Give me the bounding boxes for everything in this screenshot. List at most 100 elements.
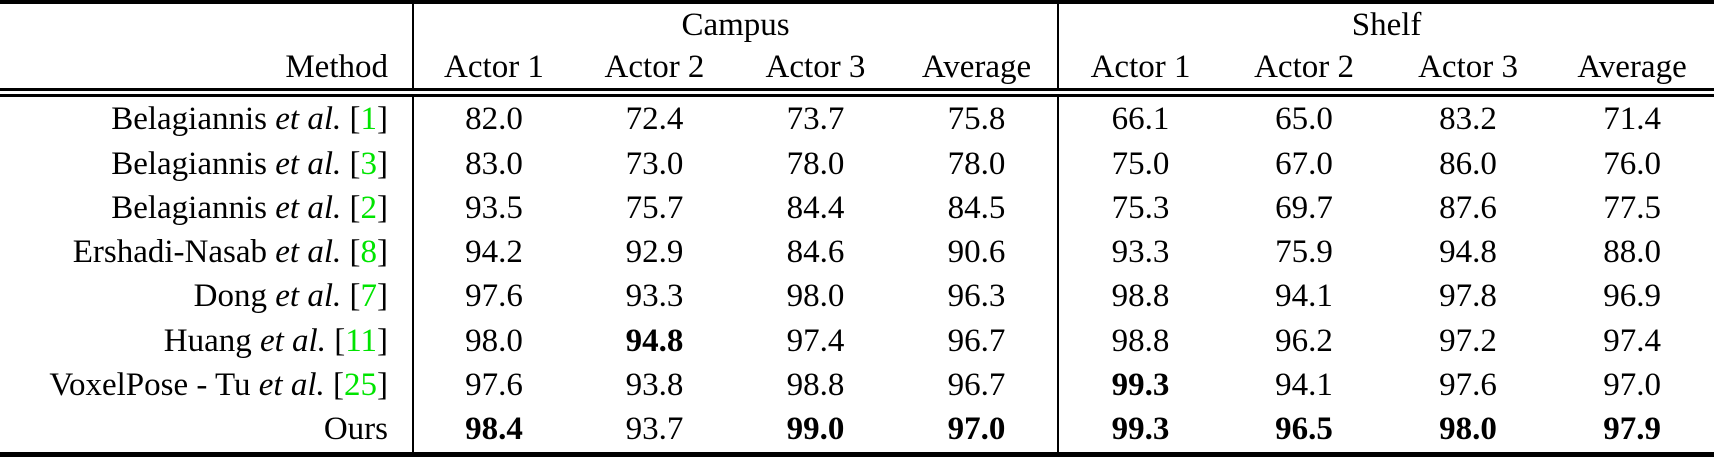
metric-cell: 98.8 xyxy=(1111,322,1170,359)
header-group-spacer xyxy=(0,0,414,46)
method-cell: Belagiannis et al. [1] xyxy=(0,92,414,142)
citation-bracket-close: ] xyxy=(377,234,388,271)
header-group-row: Campus Shelf xyxy=(0,0,1714,46)
metric-cell: 78.0 xyxy=(896,141,1060,186)
method-cell: Belagiannis et al. [3] xyxy=(0,141,414,186)
citation-bracket-open: [ xyxy=(341,278,361,315)
metric-cell: 75.8 xyxy=(896,92,1060,142)
metric-cell: 98.0 xyxy=(1386,407,1551,458)
metric-cell: 67.0 xyxy=(1275,145,1333,182)
table-row: VoxelPose - Tu et al. [25] 97.6 93.8 98.… xyxy=(0,362,1714,408)
method-cell: VoxelPose - Tu et al. [25] xyxy=(0,362,414,408)
table-row: Huang et al. [11] 98.0 94.8 97.4 96.7 98… xyxy=(0,318,1714,363)
etal-text: et al. xyxy=(275,278,342,315)
table-row: Belagiannis et al. [1] 82.0 72.4 73.7 75… xyxy=(0,92,1714,142)
metric-cell: 75.3 xyxy=(1111,189,1170,226)
metric-cell: 97.0 xyxy=(1603,366,1661,403)
etal-text: et al. xyxy=(259,322,326,359)
header-campus-actor2: Actor 2 xyxy=(574,46,735,97)
table-row: Dong et al. [7] 97.6 93.3 98.0 96.3 98.8… xyxy=(0,274,1714,319)
citation-link[interactable]: 7 xyxy=(360,278,378,315)
metric-cell: 97.8 xyxy=(1439,278,1497,315)
citation-link[interactable]: 3 xyxy=(360,145,378,182)
metric-cell: 99.3 xyxy=(1058,407,1223,458)
metric-cell: 75.0 xyxy=(1111,145,1170,182)
header-group-shelf: Shelf xyxy=(1058,0,1714,46)
metric-cell: 97.4 xyxy=(1603,322,1661,359)
metric-cell: 94.8 xyxy=(1439,234,1497,271)
metric-cell: 86.0 xyxy=(1439,145,1497,182)
citation-bracket-close: ] xyxy=(377,366,388,403)
header-shelf-actor2: Actor 2 xyxy=(1222,46,1387,97)
citation-bracket-open: [ xyxy=(341,100,361,137)
header-shelf-actor1: Actor 1 xyxy=(1058,46,1223,97)
metric-cell: 97.6 xyxy=(1439,366,1497,403)
citation-bracket-close: ] xyxy=(377,278,388,315)
metric-cell: 98.8 xyxy=(786,366,845,403)
citation-bracket-open: [ xyxy=(341,189,361,226)
citation-link[interactable]: 2 xyxy=(360,189,378,226)
metric-cell: 99.0 xyxy=(735,407,896,458)
header-shelf-actor3: Actor 3 xyxy=(1386,46,1551,97)
citation-bracket-open: [ xyxy=(324,366,344,403)
header-campus-average: Average xyxy=(896,46,1060,97)
method-name: Ours xyxy=(323,411,388,448)
metric-cell: 98.0 xyxy=(465,322,523,359)
citation-link[interactable]: 8 xyxy=(360,234,378,271)
method-cell: Dong et al. [7] xyxy=(0,274,414,319)
metric-cell: 97.2 xyxy=(1439,322,1497,359)
citation-link[interactable]: 25 xyxy=(344,366,377,403)
metric-cell: 97.0 xyxy=(896,407,1060,458)
metric-cell: 93.3 xyxy=(625,278,684,315)
metric-cell: 96.2 xyxy=(1275,322,1333,359)
citation-bracket-close: ] xyxy=(377,322,388,359)
header-campus-actor3: Actor 3 xyxy=(735,46,896,97)
metric-cell: 82.0 xyxy=(465,100,523,137)
etal-text: et al. xyxy=(275,100,342,137)
metric-cell: 88.0 xyxy=(1603,234,1661,271)
metric-cell: 72.4 xyxy=(625,100,684,137)
etal-text: et al. xyxy=(275,189,342,226)
metric-cell: 94.1 xyxy=(1275,278,1333,315)
citation-bracket-open: [ xyxy=(341,234,361,271)
method-cell: Belagiannis et al. [2] xyxy=(0,185,414,231)
etal-text: et al. xyxy=(275,234,342,271)
metric-cell: 73.0 xyxy=(625,145,684,182)
table-row: Belagiannis et al. [3] 83.0 73.0 78.0 78… xyxy=(0,141,1714,186)
metric-cell: 94.8 xyxy=(625,322,684,359)
metric-cell: 98.4 xyxy=(413,407,574,458)
header-method: Method xyxy=(0,46,414,97)
metric-cell: 84.5 xyxy=(896,185,1060,231)
metric-cell: 96.7 xyxy=(896,362,1060,408)
metric-cell: 92.9 xyxy=(625,234,684,271)
metric-cell: 75.7 xyxy=(625,189,684,226)
metric-cell: 96.5 xyxy=(1222,407,1387,458)
metric-cell: 66.1 xyxy=(1111,100,1170,137)
metric-cell: 96.3 xyxy=(896,274,1060,319)
metric-cell: 93.7 xyxy=(574,407,735,458)
metric-cell: 93.3 xyxy=(1111,234,1170,271)
method-name: Ershadi-Nasab xyxy=(72,234,276,271)
header-subcolumn-row: Method Actor 1 Actor 2 Actor 3 Average A… xyxy=(0,46,1714,97)
metric-cell: 96.9 xyxy=(1603,278,1661,315)
metric-cell: 84.4 xyxy=(786,189,845,226)
method-cell: Ours xyxy=(0,407,414,458)
metric-cell: 93.8 xyxy=(625,366,684,403)
metric-cell: 97.9 xyxy=(1550,407,1714,458)
citation-bracket-close: ] xyxy=(377,189,388,226)
metric-cell: 96.7 xyxy=(896,318,1060,363)
method-name: Belagiannis xyxy=(111,145,276,182)
method-name: Huang xyxy=(163,322,260,359)
method-name: VoxelPose - Tu xyxy=(49,366,259,403)
metric-cell: 78.0 xyxy=(786,145,845,182)
citation-link[interactable]: 11 xyxy=(345,322,377,359)
metric-cell: 93.5 xyxy=(465,189,523,226)
metric-cell: 73.7 xyxy=(786,100,845,137)
method-name: Belagiannis xyxy=(111,100,276,137)
metric-cell: 94.2 xyxy=(465,234,523,271)
metric-cell: 97.4 xyxy=(786,322,845,359)
metric-cell: 97.6 xyxy=(465,366,523,403)
citation-link[interactable]: 1 xyxy=(360,100,378,137)
metric-cell: 94.1 xyxy=(1275,366,1333,403)
